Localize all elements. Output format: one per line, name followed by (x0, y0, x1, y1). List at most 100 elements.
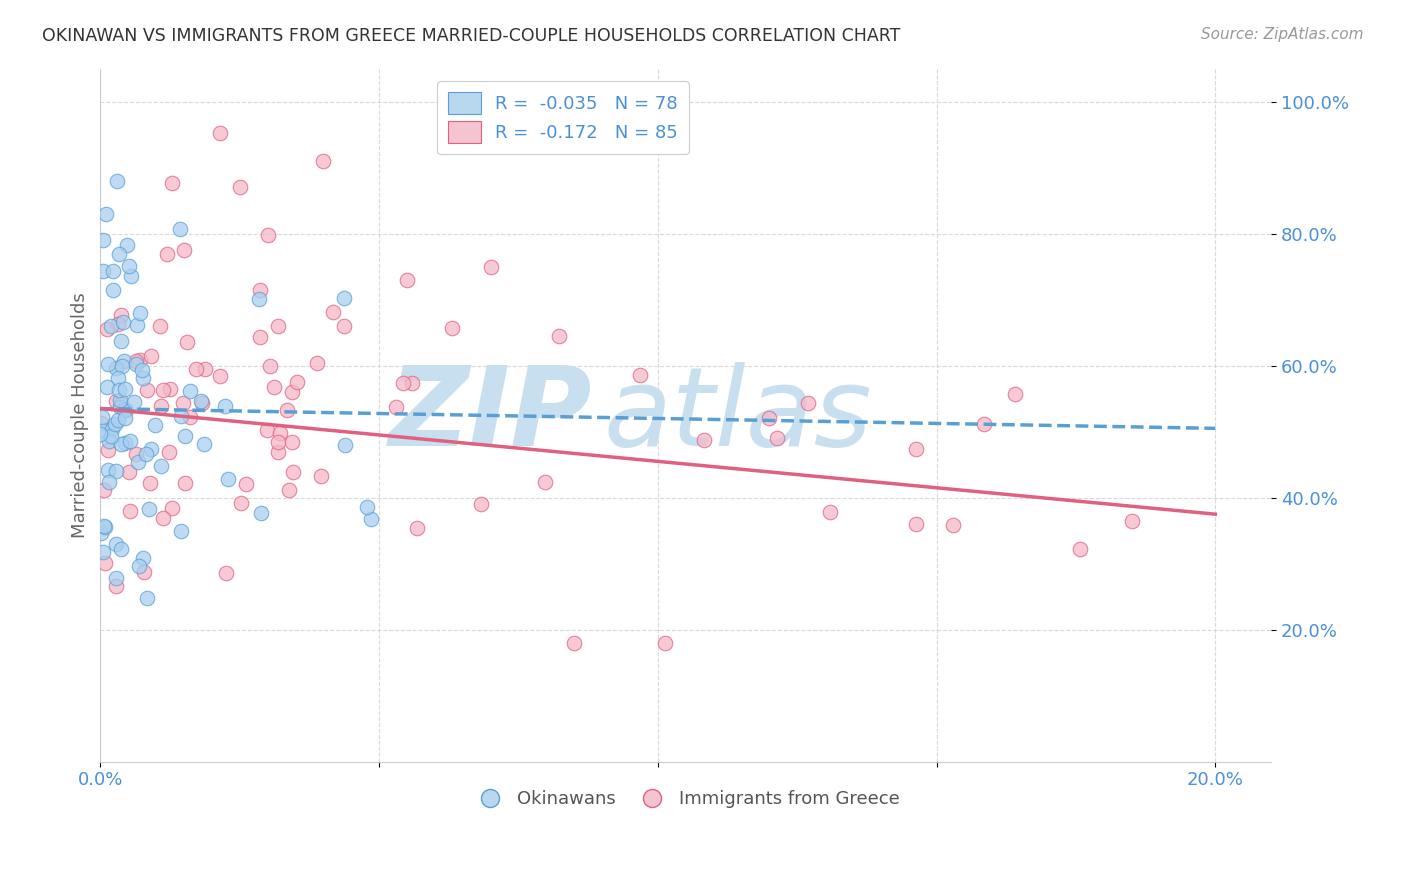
Point (149, 319, 172, 334)
Point (105, 394, 128, 409)
Point (139, 442, 162, 457)
Point (112, 403, 135, 417)
Point (281, 385, 304, 400)
Point (105, 361, 128, 376)
Point (127, 318, 149, 332)
Point (395, 273, 418, 287)
Point (335, 438, 357, 452)
Point (104, 464, 127, 478)
Point (91, 233, 114, 247)
Point (91, 409, 114, 424)
Point (259, 359, 281, 374)
Point (125, 357, 148, 371)
Point (91, 264, 114, 278)
Point (440, 320, 463, 334)
Point (138, 502, 160, 516)
Point (973, 417, 995, 431)
Point (110, 436, 132, 450)
Point (229, 180, 252, 194)
Point (312, 153, 335, 168)
Point (98, 434, 121, 448)
Point (111, 359, 134, 373)
Point (193, 436, 215, 450)
Text: OKINAWAN VS IMMIGRANTS FROM GREECE MARRIED-COUPLE HOUSEHOLDS CORRELATION CHART: OKINAWAN VS IMMIGRANTS FROM GREECE MARRI… (42, 27, 901, 45)
Point (108, 400, 131, 414)
Point (214, 566, 236, 581)
Point (100, 429, 122, 443)
Point (110, 397, 132, 411)
Point (194, 361, 217, 376)
Point (104, 579, 127, 593)
Point (135, 447, 157, 461)
Point (534, 475, 557, 489)
Point (176, 334, 198, 349)
Point (156, 247, 179, 261)
Point (693, 434, 716, 448)
Point (132, 370, 155, 384)
Point (548, 328, 571, 343)
Point (249, 283, 271, 297)
Point (93, 483, 115, 497)
Point (91, 423, 114, 437)
Point (107, 246, 129, 260)
Point (128, 559, 150, 574)
Point (322, 305, 344, 319)
Point (157, 445, 180, 459)
Point (90, 526, 112, 541)
Point (942, 518, 965, 533)
Point (332, 291, 354, 305)
Point (110, 392, 132, 407)
Point (132, 550, 155, 565)
Point (174, 476, 197, 491)
Point (169, 222, 191, 236)
Point (905, 442, 928, 457)
Point (1069, 542, 1091, 557)
Point (256, 423, 278, 437)
Point (152, 511, 174, 525)
Point (285, 376, 308, 390)
Point (1121, 514, 1143, 528)
Point (628, 368, 651, 382)
Point (94, 207, 117, 221)
Point (139, 349, 162, 363)
Point (231, 496, 253, 510)
Point (127, 454, 149, 468)
Point (118, 259, 141, 273)
Point (98, 475, 121, 489)
Point (132, 565, 155, 579)
Point (209, 126, 232, 140)
Point (122, 395, 145, 409)
Point (332, 319, 354, 334)
Point (179, 409, 201, 424)
Point (172, 396, 194, 410)
Point (96, 380, 118, 394)
Point (100, 422, 122, 436)
Point (143, 418, 166, 433)
Point (114, 410, 136, 425)
Point (169, 409, 191, 424)
Point (281, 434, 304, 449)
Point (117, 465, 139, 479)
Point (114, 436, 136, 450)
Point (111, 315, 134, 329)
Point (173, 243, 195, 257)
Point (110, 334, 132, 348)
Point (247, 292, 270, 306)
Point (108, 384, 131, 398)
Point (94, 556, 117, 570)
Point (758, 411, 780, 425)
Point (110, 308, 132, 322)
Point (120, 434, 142, 449)
Point (129, 353, 152, 368)
Point (267, 318, 290, 333)
Point (654, 636, 676, 650)
Point (96, 322, 118, 336)
Point (89, 427, 111, 442)
Point (818, 505, 841, 519)
Point (267, 445, 290, 459)
Point (101, 283, 124, 297)
Legend: Okinawans, Immigrants from Greece: Okinawans, Immigrants from Greece (464, 782, 907, 815)
Point (235, 476, 257, 491)
Y-axis label: Married-couple Households: Married-couple Households (72, 293, 89, 538)
Point (214, 399, 236, 413)
